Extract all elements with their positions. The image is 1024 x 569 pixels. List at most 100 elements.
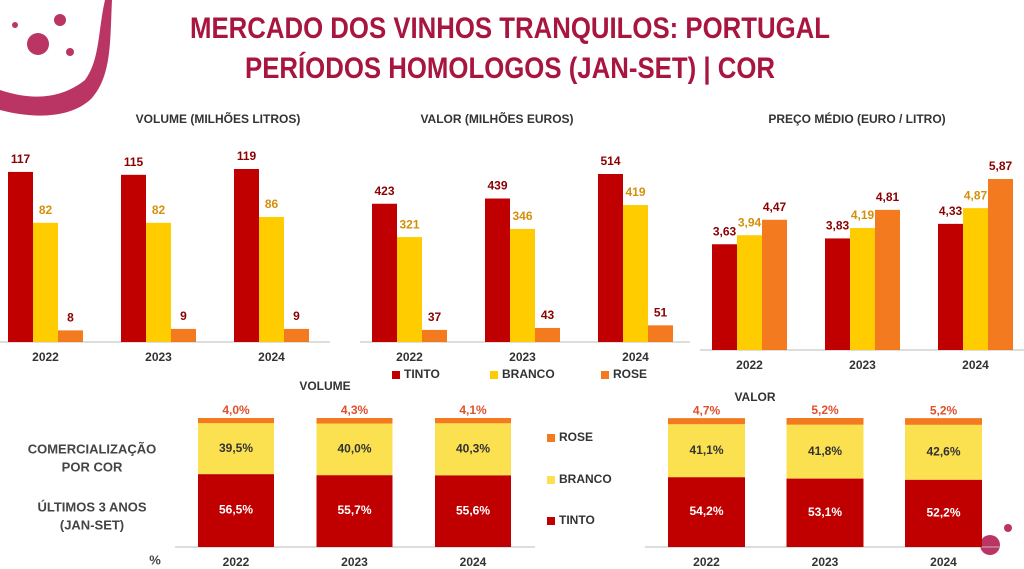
chart-title: VOLUME [299,379,350,393]
x-tick-label: 2024 [258,350,285,364]
value-label: 346 [512,209,532,223]
value-label: 55,6% [456,503,490,517]
bar [372,203,397,342]
value-label: 3,63 [713,224,737,238]
value-label: 82 [39,203,53,217]
legend-label: TINTO [404,367,440,381]
bar [234,169,259,342]
value-label: 115 [124,155,144,169]
x-tick-label: 2023 [849,358,876,372]
chart-title: VOLUME (MILHÕES LITROS) [136,111,301,126]
bar-segment [435,418,511,424]
value-label: 439 [487,179,507,193]
value-label: 8 [67,311,74,325]
chart-title: VALOR [734,390,775,404]
x-tick-label: 2024 [962,358,989,372]
value-label: 5,2% [930,403,958,417]
value-label: 41,8% [808,444,842,458]
bar-segment [786,424,864,479]
value-label: 4,7% [693,403,721,417]
value-label: 4,81 [876,190,900,204]
value-label: 56,5% [219,503,253,517]
value-label: 3,83 [826,219,850,233]
x-tick-label: 2023 [341,555,368,569]
value-label: 40,0% [337,442,371,456]
value-label: 39,5% [219,441,253,455]
value-label: 514 [600,154,620,168]
bar [988,179,1013,350]
value-label: 5,87 [989,159,1013,173]
bar [648,325,673,342]
x-tick-label: 2022 [736,358,763,372]
value-label: 4,87 [964,188,988,202]
legend-label: BRANCO [502,367,555,381]
x-tick-label: 2024 [622,350,649,364]
bar-segment [435,423,511,476]
bar [875,209,900,350]
legend-label: TINTO [559,513,595,527]
bar [259,216,284,342]
legend-swatch [547,434,555,442]
x-tick-label: 2022 [693,555,720,569]
bar [762,219,787,350]
value-label: 4,3% [341,403,369,417]
bar [737,235,762,350]
value-label: 4,33 [939,204,963,218]
bar [171,328,196,342]
legend-swatch [547,476,555,484]
bar [963,208,988,350]
x-tick-label: 2022 [396,350,423,364]
bar [510,228,535,342]
value-label: 4,19 [851,208,875,222]
value-label: 43 [541,308,555,322]
bar-segment [198,423,274,475]
bar-segment [198,418,274,424]
value-label: 9 [180,309,187,323]
side-label: ÚLTIMOS 3 ANOS [37,499,146,514]
value-label: 51 [654,306,668,320]
bar-segment [786,418,864,425]
x-tick-label: 2022 [32,350,59,364]
value-label: 42,6% [926,444,960,458]
value-label: 4,47 [763,200,787,214]
page-title: MERCADO DOS VINHOS TRANQUILOS: PORTUGAL [190,12,830,45]
bar [850,227,875,350]
legend-swatch [392,371,400,379]
bar-segment [668,424,745,478]
page-title: PERÍODOS HOMOLOGOS (JAN-SET) | COR [245,51,775,85]
value-label: 419 [625,185,645,199]
side-label: % [149,552,161,567]
chart-title: PREÇO MÉDIO (EURO / LITRO) [768,111,945,126]
bar-segment [786,478,864,547]
bar [535,327,560,342]
x-tick-label: 2024 [460,555,487,569]
legend-swatch [547,517,555,525]
legend-swatch [490,371,498,379]
side-label: COMERCIALIZAÇÃO [28,441,157,456]
bar [825,238,850,350]
value-label: 5,2% [811,403,839,417]
x-tick-label: 2023 [145,350,172,364]
value-label: 423 [374,184,394,198]
side-label: (JAN-SET) [60,517,124,532]
bar [938,223,963,350]
x-tick-label: 2022 [223,555,250,569]
bar [58,330,83,342]
value-label: 52,2% [926,506,960,520]
bar-segment [316,418,393,424]
bar-segment [668,418,745,425]
value-label: 55,7% [337,503,371,517]
bar-segment [905,418,982,425]
chart-title: VALOR (MILHÕES EUROS) [420,111,573,126]
bar-segment [668,477,745,547]
legend-label: ROSE [613,367,647,381]
wine-splash [0,0,1012,555]
bar [284,328,309,342]
bar-segment [316,423,393,476]
value-label: 82 [152,203,166,217]
value-label: 37 [428,310,442,324]
bar [397,237,422,342]
bar-segment [316,475,393,547]
legend-label: BRANCO [559,472,612,486]
value-label: 41,1% [689,443,723,457]
